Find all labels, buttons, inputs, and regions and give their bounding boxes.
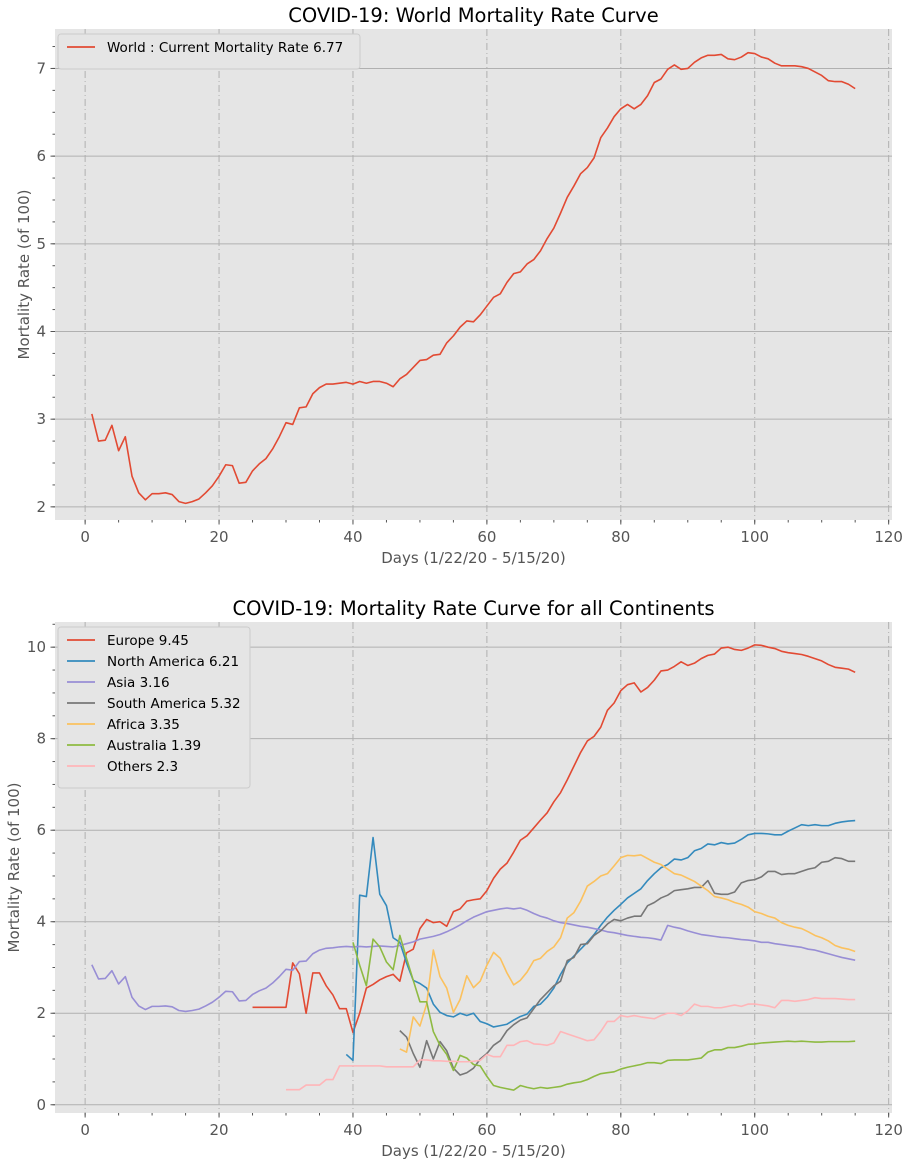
legend-label: Africa 3.35 xyxy=(107,717,180,733)
y-tick-label: 5 xyxy=(36,235,46,253)
x-tick-label: 80 xyxy=(611,1121,630,1139)
legend-label: Others 2.3 xyxy=(107,759,178,775)
x-tick-label: 80 xyxy=(611,528,630,546)
chart-title: COVID-19: Mortality Rate Curve for all C… xyxy=(232,597,714,620)
chart-title: COVID-19: World Mortality Rate Curve xyxy=(288,4,658,27)
y-tick-label: 6 xyxy=(36,821,46,839)
y-tick-label: 6 xyxy=(36,147,46,165)
legend-label: Australia 1.39 xyxy=(107,738,201,754)
y-axis-label: Mortality Rate (of 100) xyxy=(5,783,23,953)
legend-box xyxy=(57,33,361,70)
legend: Europe 9.45 North America 6.21 Asia 3.16 So… xyxy=(57,626,251,789)
x-tick-label: 60 xyxy=(477,528,496,546)
legend-label: Asia 3.16 xyxy=(107,675,170,691)
y-tick-label: 10 xyxy=(27,638,46,656)
x-tick-label: 120 xyxy=(874,1121,903,1139)
x-tick-label: 40 xyxy=(343,528,362,546)
x-tick-label: 40 xyxy=(343,1121,362,1139)
y-tick-label: 2 xyxy=(36,498,46,516)
series-line-asia xyxy=(91,907,856,1013)
x-tick-label: 0 xyxy=(80,528,90,546)
chart-world-mortality: 0 20 40 60 80 100 120 2 3 4 5 6 7 COVID-19: World Mor… xyxy=(15,4,903,567)
series-line-europe xyxy=(252,644,856,1034)
series-line-australia xyxy=(352,934,856,1091)
x-tick-label: 120 xyxy=(874,528,903,546)
y-tick-label: 7 xyxy=(36,59,46,77)
series-line-world xyxy=(91,51,856,505)
x-tick-label: 20 xyxy=(210,1121,229,1139)
x-tick-label: 60 xyxy=(477,1121,496,1139)
legend: World : Current Mortality Rate 6.77 xyxy=(57,33,361,70)
y-tick-label: 4 xyxy=(36,322,46,340)
legend-label: South America 5.32 xyxy=(107,696,241,712)
series-line-north xyxy=(345,819,856,1062)
y-tick-label: 2 xyxy=(36,1004,46,1022)
x-tick-label: 100 xyxy=(740,528,769,546)
y-tick-label: 3 xyxy=(36,410,46,428)
legend-label: North America 6.21 xyxy=(107,654,239,670)
x-axis-label: Days (1/22/20 - 5/15/20) xyxy=(381,1142,566,1160)
series-line-africa xyxy=(399,854,856,1053)
x-tick-label: 100 xyxy=(740,1121,769,1139)
x-tick-label: 20 xyxy=(210,528,229,546)
series-line-others xyxy=(286,996,856,1091)
x-tick-label: 0 xyxy=(80,1121,90,1139)
y-tick-label: 8 xyxy=(36,730,46,748)
y-axis-label: Mortality Rate (of 100) xyxy=(15,190,33,360)
y-tick-label: 4 xyxy=(36,913,46,931)
legend-box xyxy=(57,626,251,789)
x-axis-label: Days (1/22/20 - 5/15/20) xyxy=(381,549,566,567)
legend-label: Europe 9.45 xyxy=(107,633,189,649)
chart-continents-mortality: 0 20 40 60 80 100 120 0 2 4 6 8 10 COVID-19: Mortalit… xyxy=(5,597,903,1160)
y-tick-label: 0 xyxy=(36,1096,46,1114)
legend-label: World : Current Mortality Rate 6.77 xyxy=(107,40,343,56)
plot-area xyxy=(55,29,892,520)
